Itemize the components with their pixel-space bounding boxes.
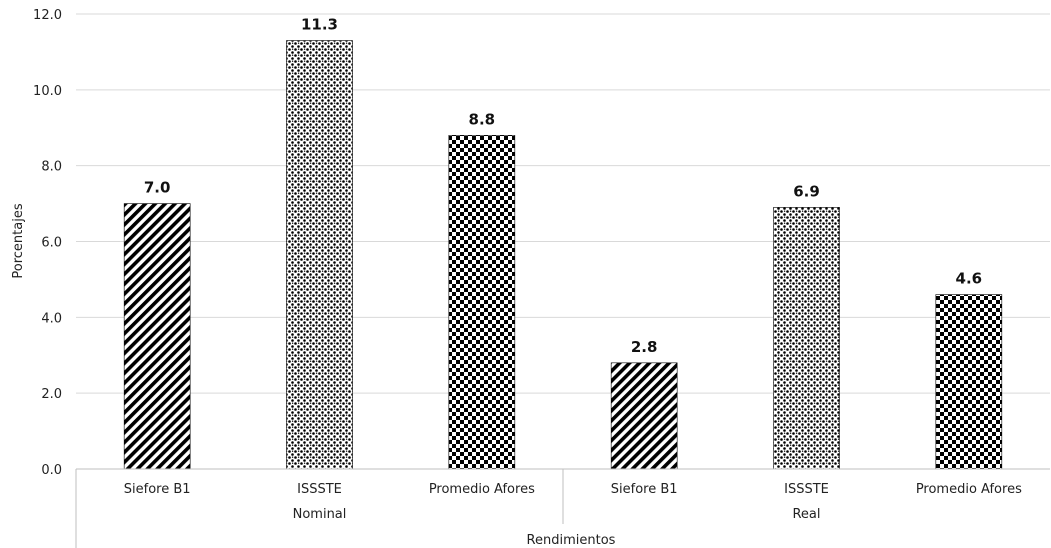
- y-tick-label: 2.0: [41, 387, 62, 402]
- category-label: ISSSTE: [297, 482, 342, 497]
- category-label: ISSSTE: [784, 482, 829, 497]
- x-axis: [75, 468, 1050, 548]
- category-label: Promedio Afores: [916, 482, 1022, 497]
- bar-nominal-2: [286, 40, 353, 470]
- y-axis-label: Porcentajes: [11, 203, 26, 278]
- data-label: 8.8: [469, 110, 496, 128]
- y-tick-label: 4.0: [41, 311, 62, 326]
- group-label: Nominal: [293, 507, 347, 522]
- data-label: 6.9: [793, 182, 820, 200]
- category-label: Siefore B1: [611, 482, 678, 497]
- data-label: 4.6: [956, 270, 983, 288]
- category-label: Promedio Afores: [429, 482, 535, 497]
- y-tick-label: 0.0: [41, 463, 62, 478]
- group-label: Real: [792, 507, 820, 522]
- y-tick-label: 10.0: [33, 84, 62, 99]
- bar-nominal-1: [123, 203, 191, 470]
- data-label: 11.3: [301, 16, 338, 34]
- x-axis-label: Rendimientos: [527, 533, 616, 548]
- bar-nominal-3: [448, 135, 516, 470]
- y-tick-label: 8.0: [41, 160, 62, 175]
- data-label: 7.0: [144, 179, 171, 197]
- category-labels: Siefore B1 ISSSTE Promedio Afores Nominal Si…: [124, 482, 1022, 522]
- bar-real-3: [935, 294, 1003, 470]
- bars: [123, 40, 1003, 470]
- y-tick-label: 12.0: [33, 8, 62, 23]
- category-label: Siefore B1: [124, 482, 191, 497]
- gridlines: [76, 13, 1050, 394]
- data-labels: 7.0 11.3 8.8 2.8 6.9 4.6: [144, 16, 982, 356]
- data-label: 2.8: [631, 338, 658, 356]
- bar-real-1: [610, 362, 678, 470]
- y-axis-ticks: 0.0 2.0 4.0 6.0 8.0 10.0 12.0: [33, 8, 62, 478]
- y-tick-label: 6.0: [41, 236, 62, 251]
- bar-real-2: [773, 207, 840, 470]
